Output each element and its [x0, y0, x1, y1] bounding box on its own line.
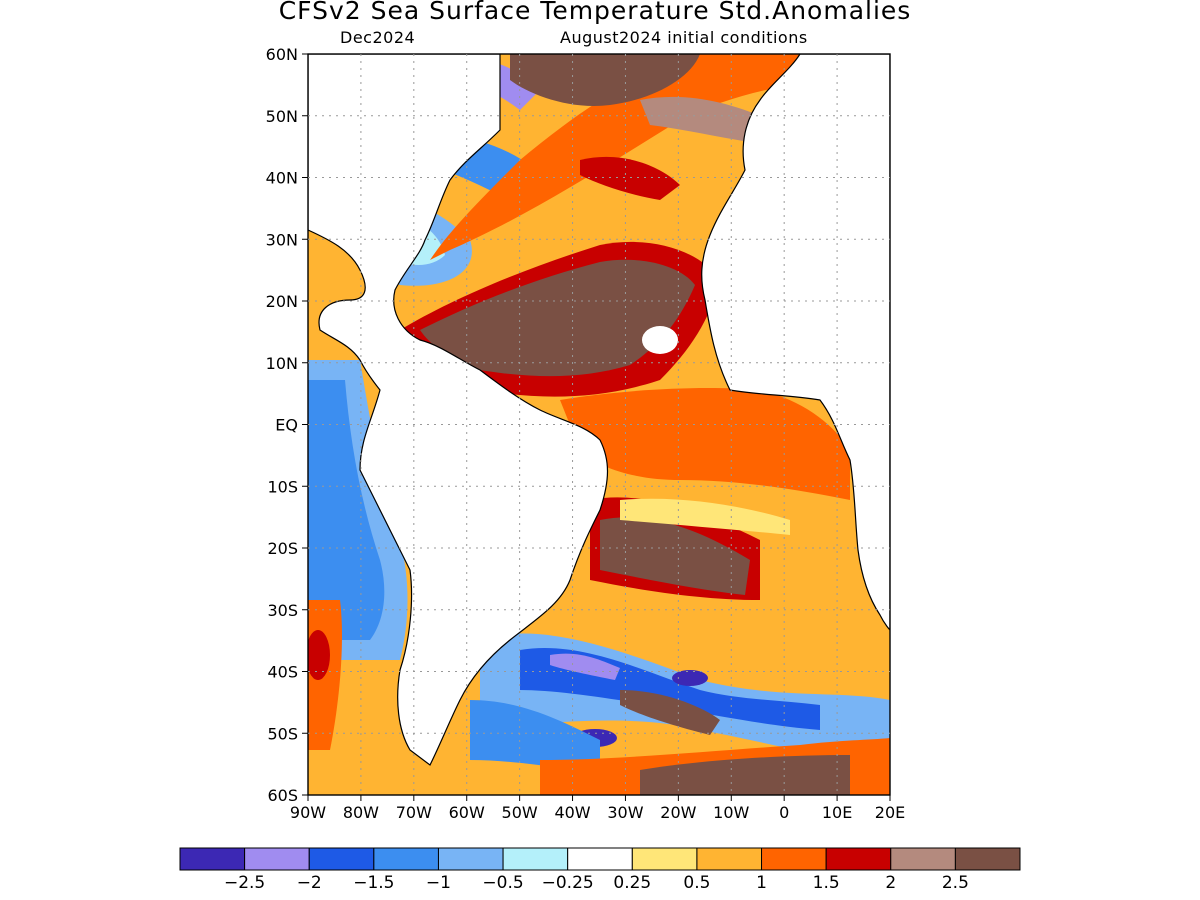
colorbar-swatch [244, 847, 310, 871]
lon-label: 70W [396, 803, 432, 822]
lat-label: 50S [267, 724, 298, 743]
lon-label: 20W [660, 803, 696, 822]
cool-region [550, 653, 620, 680]
lat-label: 40N [266, 169, 298, 188]
colorbar-swatch [890, 847, 956, 871]
colorbar-swatch [373, 847, 439, 871]
colorbar-swatch [631, 847, 698, 871]
warm-core [640, 755, 850, 795]
cool-core [672, 670, 708, 686]
lon-label: 20E [875, 803, 905, 822]
colorbar-swatch [437, 847, 504, 871]
lat-label: 10S [267, 477, 298, 496]
colorbar-label: 2.5 [942, 873, 969, 893]
lat-label: 60N [266, 45, 298, 64]
lat-label: 30S [267, 601, 298, 620]
colorbar-label: 1 [756, 873, 767, 893]
lon-label: 50W [502, 803, 538, 822]
warm-region [560, 388, 850, 500]
lon-label: 80W [343, 803, 379, 822]
americas-land [308, 54, 609, 766]
lat-label: 50N [266, 107, 298, 126]
colorbar-swatch [179, 847, 246, 871]
warm-core [620, 690, 720, 735]
lon-label: 10W [713, 803, 749, 822]
colorbar-label: −1.5 [353, 873, 394, 893]
forecast-month: Dec2024 [340, 28, 416, 47]
lon-label: 40W [554, 803, 590, 822]
colorbar-swatch [567, 847, 633, 871]
colorbar-swatch [761, 847, 827, 871]
cool-region [470, 700, 600, 770]
colorbar-label: 1.5 [813, 873, 840, 893]
colorbar-label: 0.5 [683, 873, 710, 893]
lat-label: EQ [275, 416, 298, 435]
lon-label: 90W [290, 803, 326, 822]
warm-core [600, 517, 750, 595]
colorbar-label: −2.5 [224, 873, 265, 893]
longitude-axis: 90W 80W 70W 60W 50W 40W 30W 20W 10W 0 10E 20E [290, 795, 905, 822]
lat-label: 60S [267, 786, 298, 805]
colorbar-swatch [954, 847, 1021, 871]
warm-core [510, 54, 700, 106]
colorbar-label: −0.25 [542, 873, 594, 893]
neutral-spot [642, 326, 678, 354]
colorbar-swatch [696, 847, 763, 871]
lon-label: 30W [607, 803, 643, 822]
colorbar-swatch [308, 847, 375, 871]
lon-label: 0 [779, 803, 789, 822]
colorbar-labels: −2.5 −2 −1.5 −1 −0.5 −0.25 0.25 0.5 1 1.5 2 2.5 [224, 873, 969, 893]
warm-core [580, 156, 680, 200]
colorbar-label: −0.5 [482, 873, 523, 893]
graticule [308, 54, 890, 795]
latitude-axis: 60N 50N 40N 30N 20N 10N EQ 10S 20S 30S 40S 50S 60S [266, 45, 308, 805]
lat-label: 20N [266, 292, 298, 311]
warm-core [308, 630, 330, 680]
cool-region [308, 380, 385, 640]
lon-label: 10E [822, 803, 852, 822]
lat-label: 20S [267, 539, 298, 558]
lat-label: 40S [267, 663, 298, 682]
lat-label: 10N [266, 354, 298, 373]
colorbar [179, 847, 1021, 871]
europe-africa-land [701, 54, 890, 631]
colorbar-label: 0.25 [613, 873, 651, 893]
colorbar-swatch [502, 847, 569, 871]
lon-label: 60W [449, 803, 485, 822]
map-title: CFSv2 Sea Surface Temperature Std.Anomal… [278, 0, 912, 25]
colorbar-swatch [825, 847, 892, 871]
colorbar-label: 2 [885, 873, 896, 893]
initial-conditions: August2024 initial conditions [560, 28, 808, 47]
colorbar-label: −1 [426, 873, 451, 893]
mild-region [620, 498, 790, 535]
warm-core [420, 259, 695, 377]
colorbar-label: −2 [297, 873, 322, 893]
lat-label: 30N [266, 230, 298, 249]
